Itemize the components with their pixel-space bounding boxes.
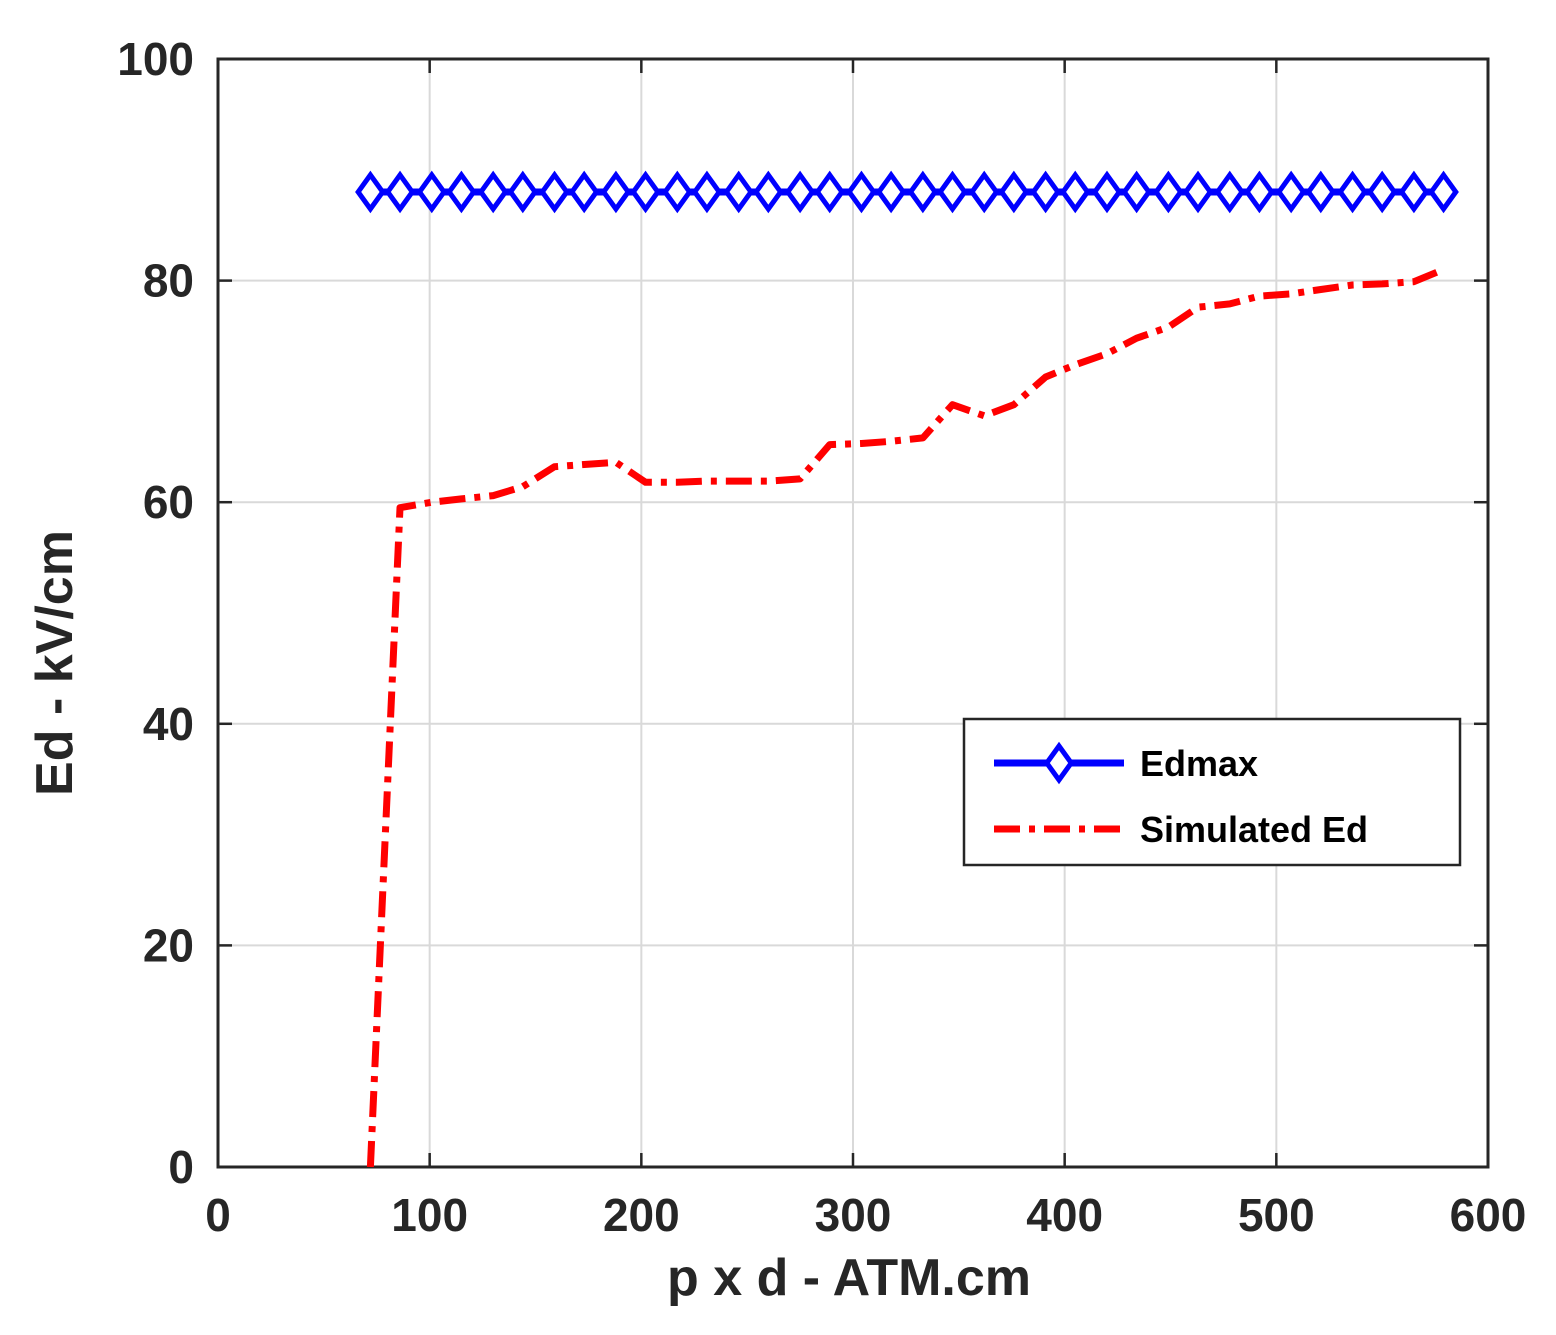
data-point-marker — [661, 170, 693, 214]
data-point-marker — [1337, 170, 1368, 214]
data-point-marker — [814, 170, 846, 214]
legend-label: Edmax — [1140, 743, 1258, 784]
x-tick-label: 0 — [205, 1189, 231, 1241]
x-tick-label: 300 — [815, 1189, 892, 1241]
data-point-marker — [691, 170, 723, 214]
data-point-marker — [875, 170, 907, 214]
x-tick-label: 400 — [1026, 1189, 1103, 1241]
legend-item: Edmax — [994, 741, 1258, 785]
data-point-marker — [1121, 170, 1152, 214]
data-point-marker — [446, 170, 477, 214]
data-point-marker — [907, 170, 939, 214]
data-point-marker — [1182, 170, 1214, 214]
y-tick-label: 20 — [143, 919, 194, 971]
data-point-marker — [1091, 170, 1123, 214]
data-point-marker — [1030, 170, 1061, 214]
y-tick-label: 80 — [143, 255, 194, 307]
data-point-marker — [937, 170, 968, 214]
data-point-marker — [784, 170, 816, 214]
data-point-marker — [600, 170, 632, 214]
data-point-marker — [723, 170, 755, 214]
data-point-marker — [998, 170, 1030, 214]
data-point-marker — [1244, 170, 1275, 214]
data-point-marker — [1428, 170, 1459, 214]
data-point-marker — [568, 170, 600, 214]
x-tick-label: 500 — [1238, 1189, 1315, 1241]
legend: Edmax Simulated Ed — [962, 717, 1462, 867]
data-point-marker — [539, 170, 570, 214]
data-point-marker — [416, 170, 448, 214]
series-1 — [355, 170, 1459, 214]
data-point-marker — [1305, 170, 1337, 214]
legend-marker — [1043, 741, 1075, 785]
legend-label: Simulated Ed — [1140, 809, 1368, 850]
x-tick-labels: 0 100 200 300 400 500 600 — [205, 1189, 1526, 1241]
legend-box — [962, 717, 1462, 867]
data-point-marker — [1366, 170, 1398, 214]
data-point-marker — [1059, 170, 1091, 214]
y-tick-label: 0 — [168, 1141, 194, 1193]
x-tick-label: 600 — [1450, 1189, 1527, 1241]
grid — [218, 59, 1488, 1167]
data-point-marker — [355, 170, 386, 214]
data-point-marker — [846, 170, 877, 214]
data-point-marker — [1214, 170, 1246, 214]
legend-item: Simulated Ed — [994, 809, 1368, 850]
series-line — [366, 266, 1445, 1168]
data-point-marker — [753, 170, 784, 214]
y-tick-label: 40 — [143, 698, 194, 750]
axis-ticks — [216, 57, 1490, 1169]
data-point-marker — [1275, 170, 1307, 214]
y-tick-label: 60 — [143, 476, 194, 528]
y-tick-label: 100 — [117, 33, 194, 85]
data-point-marker — [968, 170, 1000, 214]
x-axis-label: p x d - ATM.cm — [667, 1249, 1031, 1307]
data-point-marker — [1153, 170, 1184, 214]
x-tick-label: 100 — [391, 1189, 468, 1241]
y-axis-label: Ed - kV/cm — [26, 530, 84, 796]
data-point-marker — [630, 170, 661, 214]
y-tick-labels: 0 20 40 60 80 100 — [117, 33, 194, 1193]
data-point-marker — [477, 170, 509, 214]
data-point-marker — [384, 170, 416, 214]
x-tick-label: 200 — [603, 1189, 680, 1241]
data-point-marker — [507, 170, 539, 214]
series-group — [355, 170, 1459, 1168]
series-2 — [366, 266, 1445, 1168]
data-point-marker — [1398, 170, 1430, 214]
